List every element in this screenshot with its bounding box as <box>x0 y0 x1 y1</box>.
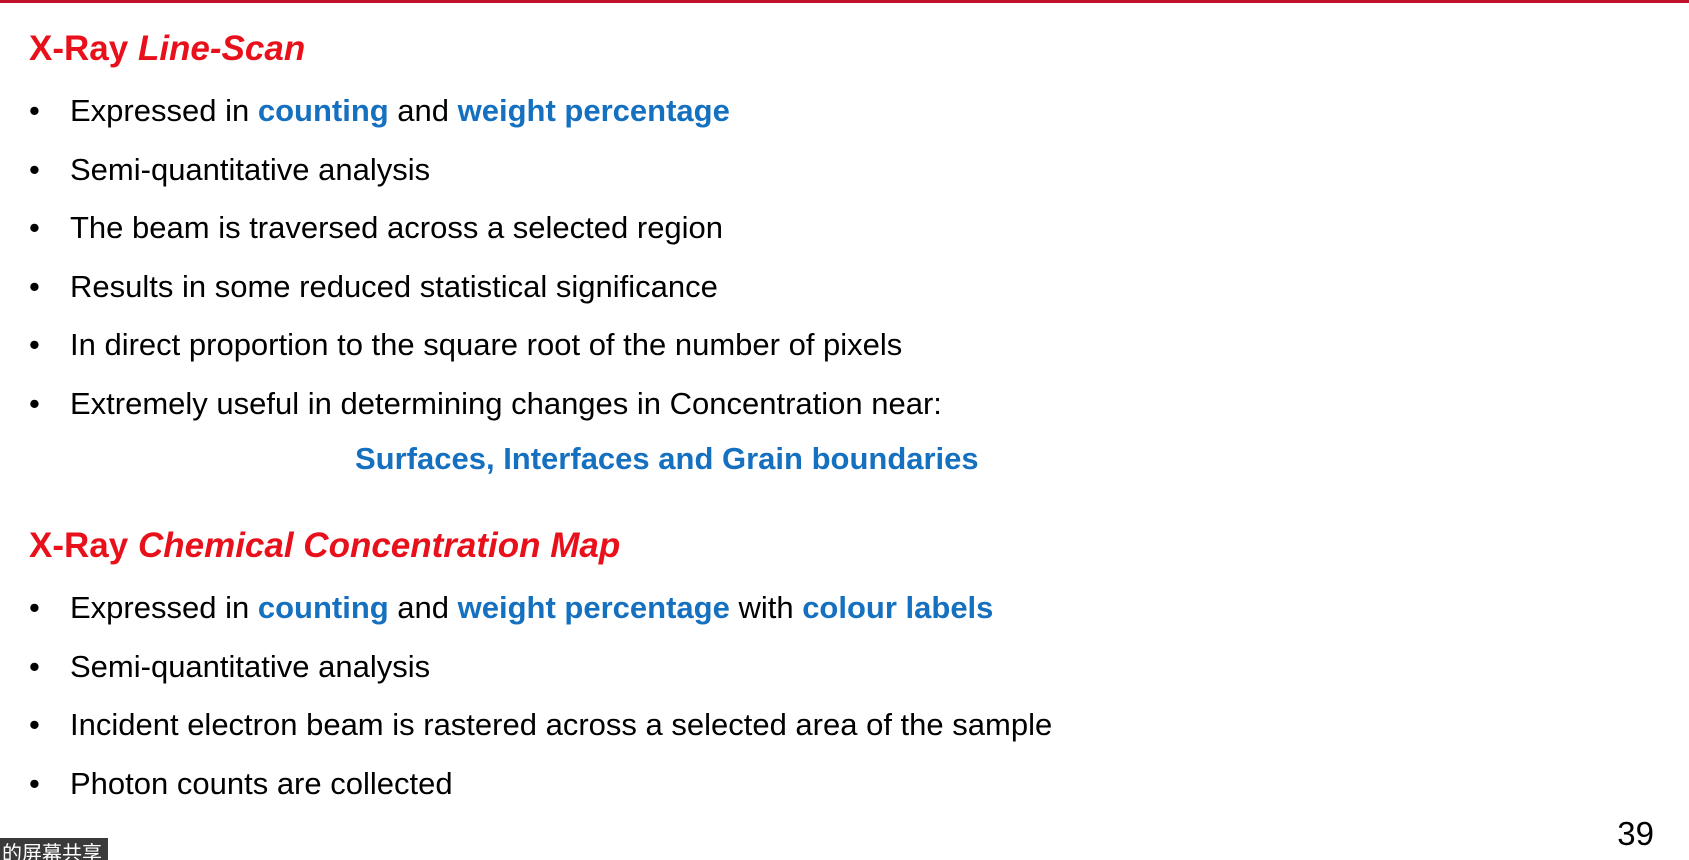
bullet-dot: • <box>29 385 40 421</box>
highlighted-term: counting <box>257 93 389 128</box>
section-title-italic: Line-Scan <box>137 29 306 68</box>
section-title-prefix: X-Ray <box>29 526 129 565</box>
highlighted-sub-line: Surfaces, Interfaces and Grain boundarie… <box>355 441 979 476</box>
bullet-dot: • <box>29 590 40 625</box>
bullet-text: Photon counts are collected <box>70 764 453 804</box>
screen-share-banner: 的屏幕共享 <box>0 838 108 860</box>
page-number: 39 <box>1617 815 1654 852</box>
bullet-text-segment: Incident electron beam is rastered acros… <box>70 707 1053 742</box>
bullet-text-segment: Photon counts are collected <box>70 765 453 801</box>
bullet-text-segment: Semi-quantitative analysis <box>70 151 431 187</box>
bullet-text: Semi-quantitative analysis <box>70 647 430 687</box>
bullet-text: Expressed in counting and weight percent… <box>70 588 993 628</box>
section-title-concentration-map: X-Ray Chemical Concentration Map <box>29 526 620 566</box>
bullet-text: Extremely useful in determining changes … <box>70 384 942 424</box>
bullet-text-segment: and <box>388 93 458 128</box>
section-title-line-scan: X-Ray Line-Scan <box>29 29 305 69</box>
bullet-text-segment: and <box>388 590 458 625</box>
bullet-dot: • <box>29 93 40 128</box>
bullet-dot: • <box>29 268 40 304</box>
bullet-dot: • <box>29 707 40 742</box>
top-rule <box>0 0 1689 3</box>
bullet-text: In direct proportion to the square root … <box>70 325 902 365</box>
bullet-text-segment: The beam is traversed across a selected … <box>70 210 724 245</box>
section-title-italic: Chemical Concentration Map <box>137 526 621 565</box>
section-title-prefix: X-Ray <box>29 29 129 68</box>
highlighted-term: weight percentage <box>457 93 730 128</box>
bullet-text-segment: Semi-quantitative analysis <box>70 648 431 684</box>
bullet-dot: • <box>29 648 40 684</box>
bullet-text-segment: In direct proportion to the square root … <box>70 327 903 362</box>
bullet-dot: • <box>29 327 40 362</box>
bullet-text: Semi-quantitative analysis <box>70 150 430 190</box>
bullet-text-segment: Results in some reduced statistical sign… <box>70 268 718 304</box>
bullet-dot: • <box>29 210 40 245</box>
bullet-text-segment: Expressed in <box>70 93 258 128</box>
bullet-dot: • <box>29 151 40 187</box>
bullet-dot: • <box>29 765 40 801</box>
bullet-text: Expressed in counting and weight percent… <box>70 91 730 131</box>
highlighted-term: counting <box>257 590 389 625</box>
bullet-text-segment: Expressed in <box>70 590 258 625</box>
bullet-text-segment: with <box>729 590 803 625</box>
bullet-text: Results in some reduced statistical sign… <box>70 267 718 307</box>
bullet-text: The beam is traversed across a selected … <box>70 208 723 248</box>
bullet-text: Incident electron beam is rastered acros… <box>70 705 1052 745</box>
highlighted-term: colour labels <box>802 590 994 625</box>
bullet-text-segment: Extremely useful in determining changes … <box>70 385 942 421</box>
highlighted-term: weight percentage <box>457 590 730 625</box>
